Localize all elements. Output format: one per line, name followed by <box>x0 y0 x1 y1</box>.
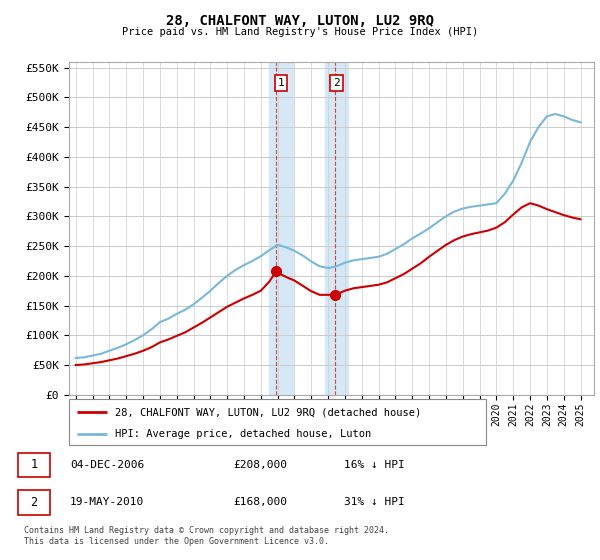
Text: 28, CHALFONT WAY, LUTON, LU2 9RQ: 28, CHALFONT WAY, LUTON, LU2 9RQ <box>166 14 434 28</box>
Text: Price paid vs. HM Land Registry's House Price Index (HPI): Price paid vs. HM Land Registry's House … <box>122 27 478 37</box>
Text: 28, CHALFONT WAY, LUTON, LU2 9RQ (detached house): 28, CHALFONT WAY, LUTON, LU2 9RQ (detach… <box>115 407 421 417</box>
Text: Contains HM Land Registry data © Crown copyright and database right 2024.
This d: Contains HM Land Registry data © Crown c… <box>24 526 389 546</box>
Text: 2: 2 <box>333 78 340 88</box>
Text: 31% ↓ HPI: 31% ↓ HPI <box>344 497 404 507</box>
Bar <box>269 62 293 395</box>
Text: £208,000: £208,000 <box>233 460 287 470</box>
Text: 19-MAY-2010: 19-MAY-2010 <box>70 497 145 507</box>
Text: 16% ↓ HPI: 16% ↓ HPI <box>344 460 404 470</box>
Text: 1: 1 <box>30 458 37 471</box>
FancyBboxPatch shape <box>18 452 50 477</box>
FancyBboxPatch shape <box>18 491 50 515</box>
Text: 2: 2 <box>30 496 37 509</box>
Bar <box>325 62 349 395</box>
Text: HPI: Average price, detached house, Luton: HPI: Average price, detached house, Luto… <box>115 429 371 438</box>
Text: 04-DEC-2006: 04-DEC-2006 <box>70 460 145 470</box>
Text: 1: 1 <box>278 78 284 88</box>
Text: £168,000: £168,000 <box>233 497 287 507</box>
FancyBboxPatch shape <box>69 399 486 445</box>
